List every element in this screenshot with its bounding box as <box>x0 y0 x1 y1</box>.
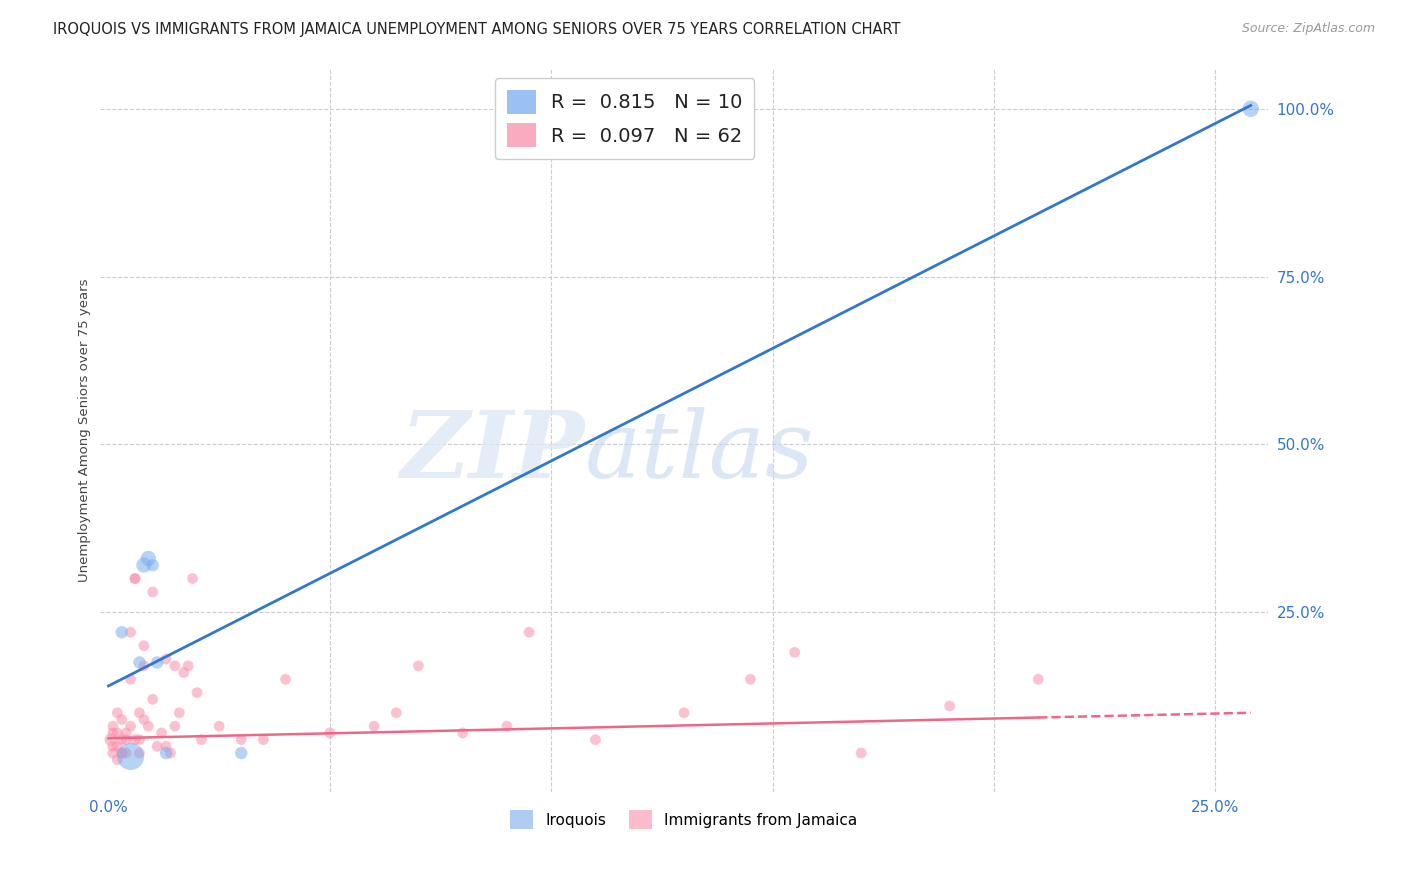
Y-axis label: Unemployment Among Seniors over 75 years: Unemployment Among Seniors over 75 years <box>79 278 91 582</box>
Point <box>128 746 150 760</box>
Text: IROQUOIS VS IMMIGRANTS FROM JAMAICA UNEMPLOYMENT AMONG SENIORS OVER 75 YEARS COR: IROQUOIS VS IMMIGRANTS FROM JAMAICA UNEM… <box>53 22 901 37</box>
Point <box>120 749 142 764</box>
Point <box>155 652 177 666</box>
Point <box>849 746 872 760</box>
Point <box>181 572 204 586</box>
Point <box>132 639 155 653</box>
Point <box>132 558 155 573</box>
Point <box>120 719 142 733</box>
Point <box>451 726 474 740</box>
Point <box>111 625 134 640</box>
Point <box>231 746 253 760</box>
Point <box>319 726 342 740</box>
Point <box>115 726 138 740</box>
Point <box>111 713 134 727</box>
Point <box>740 672 762 686</box>
Point <box>124 732 146 747</box>
Point <box>128 706 150 720</box>
Point <box>783 645 806 659</box>
Point <box>142 558 165 573</box>
Point <box>111 732 134 747</box>
Point <box>252 732 274 747</box>
Point <box>274 672 297 686</box>
Point <box>159 746 181 760</box>
Point <box>1026 672 1049 686</box>
Point <box>124 572 146 586</box>
Point <box>132 658 155 673</box>
Point <box>120 672 142 686</box>
Point <box>163 719 186 733</box>
Point <box>115 746 138 760</box>
Point <box>132 713 155 727</box>
Point <box>105 753 128 767</box>
Point <box>105 706 128 720</box>
Point <box>363 719 385 733</box>
Point <box>124 572 146 586</box>
Point <box>163 658 186 673</box>
Point <box>385 706 408 720</box>
Text: atlas: atlas <box>585 407 814 497</box>
Text: Source: ZipAtlas.com: Source: ZipAtlas.com <box>1241 22 1375 36</box>
Point <box>173 665 195 680</box>
Point <box>1240 102 1263 116</box>
Point <box>231 732 253 747</box>
Point <box>186 686 208 700</box>
Point <box>496 719 519 733</box>
Point <box>672 706 695 720</box>
Point <box>585 732 607 747</box>
Point <box>517 625 540 640</box>
Point <box>155 739 177 754</box>
Point <box>938 699 960 714</box>
Point <box>155 746 177 760</box>
Point <box>128 656 150 670</box>
Point <box>136 551 159 566</box>
Point <box>177 658 200 673</box>
Point <box>146 739 169 754</box>
Point <box>128 732 150 747</box>
Point <box>115 732 138 747</box>
Point <box>101 726 124 740</box>
Point <box>101 739 124 754</box>
Legend: Iroquois, Immigrants from Jamaica: Iroquois, Immigrants from Jamaica <box>505 804 863 835</box>
Point <box>105 739 128 754</box>
Point <box>408 658 430 673</box>
Point <box>169 706 191 720</box>
Point <box>190 732 212 747</box>
Point <box>101 746 124 760</box>
Point <box>101 719 124 733</box>
Point <box>146 656 169 670</box>
Point <box>111 746 134 760</box>
Point <box>105 726 128 740</box>
Point <box>120 625 142 640</box>
Point <box>111 746 134 760</box>
Point <box>136 719 159 733</box>
Point <box>142 585 165 599</box>
Text: ZIP: ZIP <box>401 407 585 497</box>
Point <box>150 726 173 740</box>
Point <box>100 732 122 747</box>
Point <box>142 692 165 706</box>
Point <box>208 719 231 733</box>
